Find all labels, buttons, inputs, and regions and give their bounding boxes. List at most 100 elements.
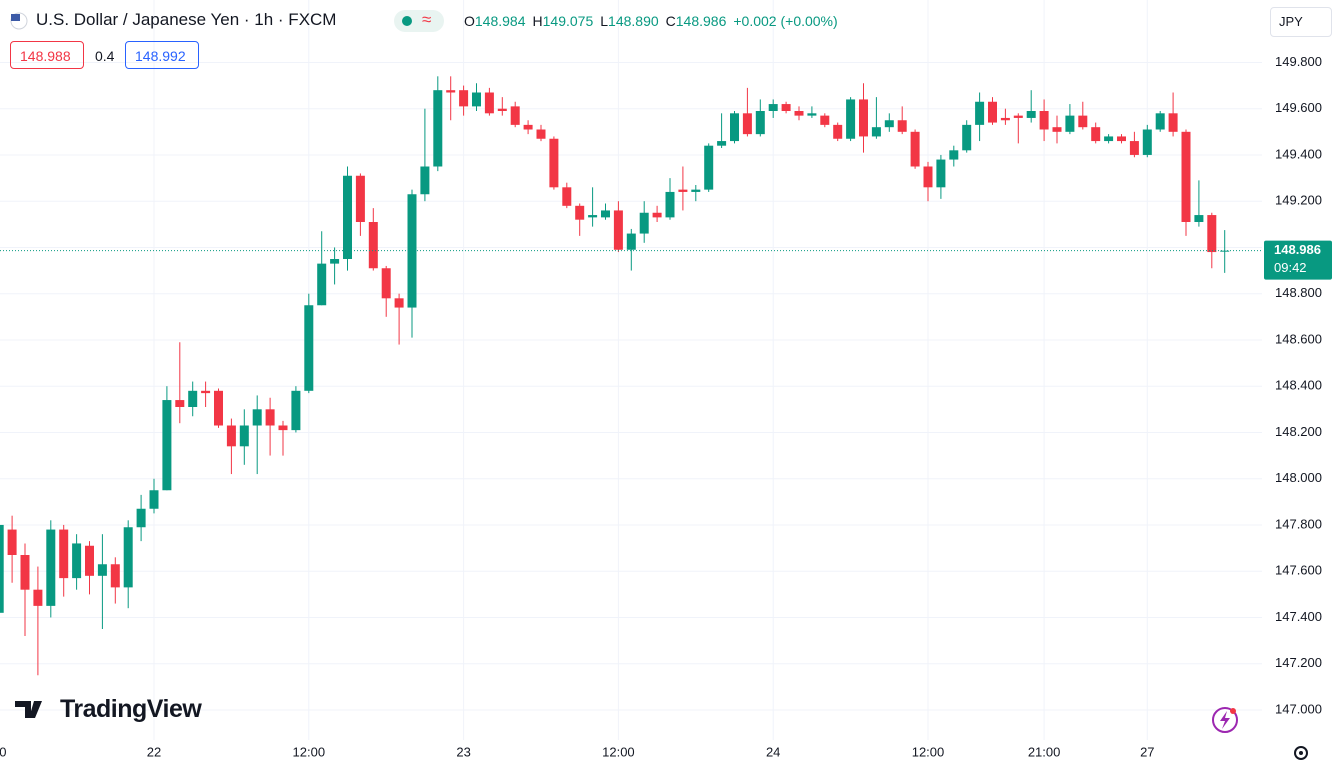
spread: 0.4 bbox=[95, 48, 115, 64]
candle-body bbox=[807, 113, 817, 116]
candle-body bbox=[459, 90, 469, 107]
candle-body bbox=[472, 92, 481, 107]
ohlc-key: O bbox=[464, 13, 475, 29]
candle-body bbox=[1026, 111, 1036, 118]
candle-body bbox=[317, 263, 327, 306]
candle-body bbox=[884, 120, 894, 128]
candle-body bbox=[794, 111, 804, 116]
y-tick-label: 148.400 bbox=[1275, 378, 1322, 393]
candle-body bbox=[1117, 136, 1126, 142]
candle-body bbox=[742, 113, 752, 135]
candle-body bbox=[85, 545, 94, 576]
ohlc-value: 148.986 bbox=[675, 13, 727, 29]
candle-body bbox=[0, 524, 4, 613]
candle-body bbox=[665, 191, 675, 218]
candle-body bbox=[304, 305, 314, 391]
candle-body bbox=[588, 215, 598, 218]
candle-body bbox=[59, 529, 69, 579]
candle-body bbox=[239, 425, 249, 447]
x-tick-label: 21:00 bbox=[1028, 744, 1061, 759]
candle-body bbox=[871, 127, 881, 137]
candle-body bbox=[1207, 215, 1217, 253]
candle-body bbox=[7, 529, 17, 555]
candle-body bbox=[265, 409, 275, 426]
settings-icon[interactable] bbox=[1294, 746, 1308, 760]
y-tick-label: 148.800 bbox=[1275, 285, 1322, 300]
countdown: 09:42 bbox=[1274, 260, 1307, 275]
ohlc-value: 148.984 bbox=[474, 13, 526, 29]
candle-body bbox=[1000, 117, 1010, 121]
candles bbox=[0, 76, 1262, 676]
candle-body bbox=[1181, 131, 1191, 222]
y-tick-label: 147.400 bbox=[1275, 609, 1322, 624]
x-tick-label: 12:00 bbox=[912, 744, 945, 759]
candle-body bbox=[123, 527, 133, 588]
y-tick-label: 148.600 bbox=[1275, 331, 1322, 346]
y-tick-label: 149.800 bbox=[1275, 54, 1322, 69]
symbol-title[interactable]: U.S. Dollar / Japanese Yen · 1h · FXCM bbox=[36, 10, 337, 29]
y-tick-label: 149.600 bbox=[1275, 100, 1322, 115]
candle-body bbox=[949, 150, 959, 160]
candle-body bbox=[201, 390, 211, 394]
candle-body bbox=[1052, 127, 1062, 132]
settings-dot bbox=[1299, 751, 1303, 755]
x-tick-label: 24 bbox=[766, 744, 780, 759]
candle-body bbox=[781, 104, 791, 111]
x-tick-label: 23 bbox=[456, 744, 470, 759]
candle-body bbox=[1078, 115, 1088, 128]
candle-body bbox=[343, 175, 352, 259]
candle-body bbox=[149, 490, 159, 509]
y-tick-label: 147.000 bbox=[1275, 701, 1322, 716]
candle-body bbox=[510, 106, 520, 125]
ohlc-value: 148.890 bbox=[608, 13, 659, 29]
candle-body bbox=[639, 212, 649, 234]
y-tick-label: 147.200 bbox=[1275, 655, 1322, 670]
ohlc-key: H bbox=[532, 13, 543, 29]
candle-body bbox=[33, 589, 43, 606]
candle-body bbox=[678, 189, 688, 192]
candle-body bbox=[368, 222, 378, 269]
x-tick-label: 12:00 bbox=[602, 744, 635, 759]
currency-button[interactable]: JPY bbox=[1270, 7, 1332, 37]
market-dot bbox=[402, 16, 412, 26]
candle-body bbox=[691, 189, 701, 192]
candle-body bbox=[562, 187, 572, 206]
candle-body bbox=[420, 166, 430, 195]
candle-body bbox=[652, 212, 662, 218]
candle-body bbox=[110, 564, 120, 588]
sell-button[interactable]: 148.988 bbox=[10, 41, 84, 69]
status-pill[interactable]: ≈ bbox=[394, 10, 444, 32]
candle-body bbox=[278, 425, 288, 431]
candle-body bbox=[433, 90, 443, 167]
candle-body bbox=[136, 508, 146, 528]
candle-body bbox=[1142, 129, 1152, 155]
y-tick-label: 149.400 bbox=[1275, 146, 1322, 161]
flag-part bbox=[11, 14, 20, 21]
candle-body bbox=[730, 113, 739, 142]
buy-button[interactable]: 148.992 bbox=[125, 41, 199, 69]
candle-body bbox=[72, 543, 82, 579]
candle-body bbox=[1065, 115, 1075, 132]
alert-dot bbox=[1230, 708, 1236, 714]
candle-body bbox=[1168, 113, 1178, 132]
x-tick-label: 00 bbox=[0, 744, 6, 759]
candle-body bbox=[1039, 111, 1049, 130]
candle-body bbox=[291, 390, 301, 431]
candle-body bbox=[1129, 141, 1139, 155]
candle-body bbox=[20, 555, 30, 590]
last-price-tag bbox=[1264, 240, 1332, 280]
brand: TradingView bbox=[60, 695, 202, 723]
x-tick-label: 22 bbox=[147, 744, 161, 759]
candle-body bbox=[446, 90, 456, 93]
candle-body bbox=[214, 390, 223, 426]
candle-body bbox=[226, 425, 236, 447]
candle-body bbox=[613, 210, 623, 250]
candle-body bbox=[1104, 136, 1114, 142]
candle-body bbox=[394, 298, 404, 308]
candle-body bbox=[768, 104, 778, 111]
x-tick-label: 12:00 bbox=[293, 744, 326, 759]
logo-mark bbox=[15, 701, 42, 718]
candle-body bbox=[1155, 113, 1165, 130]
axes: 147.000 147.200 147.400 147.600 147.800 148.0… bbox=[0, 54, 1332, 759]
